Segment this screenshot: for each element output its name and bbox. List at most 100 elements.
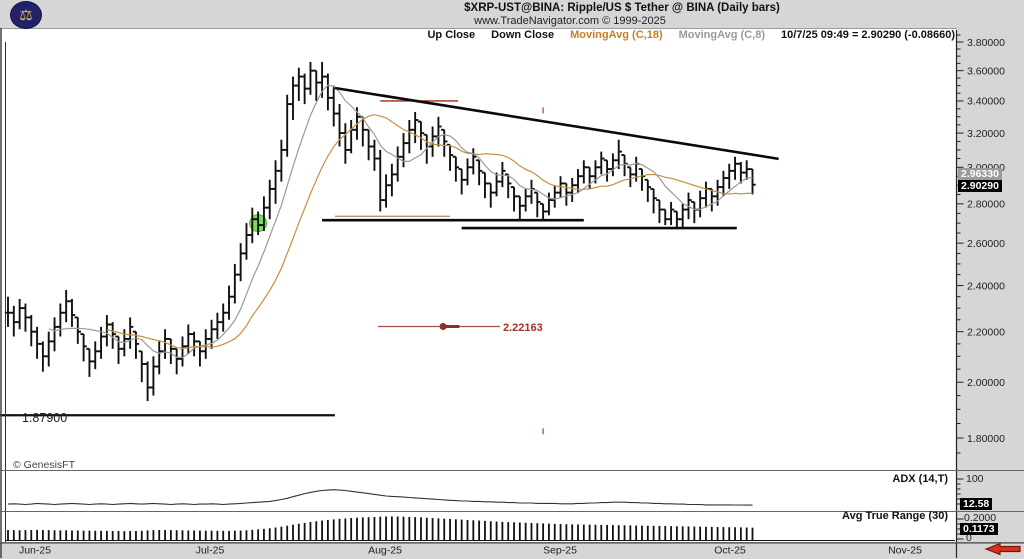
adx-line	[7, 489, 753, 506]
atr-bar	[158, 530, 161, 540]
atr-bar	[699, 526, 702, 540]
atr-bar	[88, 530, 91, 540]
chart-subtitle: www.TradeNavigator.com © 1999-2025	[474, 15, 666, 27]
atr-bar	[280, 526, 283, 540]
atr-bar	[507, 522, 510, 540]
atr-bar	[332, 519, 335, 540]
atr-bar	[105, 530, 108, 540]
atr-bar	[274, 527, 277, 540]
atr-bar	[199, 530, 201, 540]
atr-bar	[582, 524, 585, 540]
atr-bar	[76, 530, 79, 540]
atr-bar	[117, 530, 120, 540]
atr-bar	[670, 526, 672, 540]
legend-last-quote: 10/7/25 09:49 = 2.90290 (-0.08660)	[781, 29, 955, 41]
atr-bar	[635, 525, 638, 540]
atr-bar	[396, 516, 399, 540]
atr-bar	[315, 521, 318, 540]
atr-bar	[530, 522, 533, 540]
atr-bar	[169, 530, 172, 540]
ma18-line	[106, 114, 753, 350]
atr-bar	[344, 518, 347, 540]
atr-bar	[513, 522, 515, 540]
adx-panel-label: ADX (14,T)	[892, 473, 948, 485]
atr-bar	[175, 530, 178, 540]
atr-bar	[164, 530, 166, 540]
atr-bar	[251, 529, 254, 540]
legend-movingavg-18[interactable]: MovingAvg (C,18)	[570, 29, 663, 41]
atr-bar	[245, 530, 248, 540]
atr-bar	[606, 524, 608, 540]
atr-bar	[641, 525, 643, 540]
indicator-panels	[5, 478, 964, 541]
atr-bar	[303, 522, 306, 540]
atr-bar	[646, 525, 649, 540]
atr-bar	[745, 527, 748, 540]
atr-bar	[687, 526, 690, 540]
atr-bar	[466, 519, 469, 540]
date-axis-strip	[0, 543, 1024, 559]
atr-bar	[553, 523, 556, 540]
atr-bar	[454, 519, 457, 540]
atr-bar	[373, 517, 376, 540]
atr-bar	[59, 530, 62, 540]
atr-bar	[187, 530, 190, 540]
atr-bar	[716, 526, 719, 540]
atr-bar	[658, 525, 661, 540]
atr-bar	[524, 522, 527, 540]
atr-bar	[181, 530, 184, 540]
atr-bar	[18, 530, 21, 540]
atr-bar	[338, 518, 341, 540]
atr-bar	[123, 531, 126, 540]
atr-bar	[129, 531, 132, 540]
atr-bar	[53, 530, 56, 540]
price-axis-strip	[957, 28, 1024, 558]
atr-bar	[239, 530, 242, 540]
atr-bar	[705, 526, 707, 540]
atr-bar	[728, 527, 731, 540]
legend-down-close[interactable]: Down Close	[491, 29, 555, 41]
legend-movingavg-8[interactable]: MovingAvg (C,8)	[678, 29, 765, 41]
atr-bar	[309, 522, 312, 540]
atr-bar	[710, 526, 713, 540]
atr-bar	[693, 526, 696, 540]
atr-bar	[559, 524, 562, 540]
atr-bar	[367, 517, 370, 540]
atr-bar	[425, 517, 428, 540]
atr-bar	[82, 530, 85, 540]
atr-bar	[292, 524, 294, 540]
fib-level-dot	[439, 322, 447, 330]
atr-bar	[612, 525, 614, 540]
atr-bar	[94, 530, 97, 540]
atr-bar	[204, 530, 207, 540]
atr-bar	[460, 519, 463, 540]
atr-bar	[356, 517, 358, 540]
atr-bar	[495, 521, 498, 540]
atr-bar	[36, 529, 38, 540]
atr-panel-label: Avg True Range (30)	[842, 510, 948, 522]
atr-bar	[449, 519, 451, 540]
fib-level-label: 2.22163	[503, 322, 543, 334]
atr-bar	[216, 530, 219, 540]
atr-bar	[233, 530, 236, 540]
genesis-copyright: © GenesisFT	[13, 459, 76, 471]
scroll-left-arrow[interactable]	[984, 542, 1021, 556]
atr-bar	[577, 524, 579, 540]
atr-bar	[327, 519, 329, 540]
atr-bar	[30, 530, 33, 540]
atr-bar	[472, 520, 475, 540]
atr-bar	[664, 526, 667, 540]
moving-average-lines	[48, 84, 753, 359]
green-signal-marker	[249, 214, 268, 233]
atr-bar	[361, 517, 364, 540]
atr-bar	[228, 530, 230, 540]
candles-layer	[4, 61, 756, 402]
title-bar	[0, 0, 1024, 29]
atr-bar	[542, 523, 545, 540]
legend-up-close[interactable]: Up Close	[427, 29, 476, 41]
atr-bar	[548, 523, 550, 540]
atr-bar	[600, 524, 603, 540]
atr-bar	[222, 530, 225, 540]
